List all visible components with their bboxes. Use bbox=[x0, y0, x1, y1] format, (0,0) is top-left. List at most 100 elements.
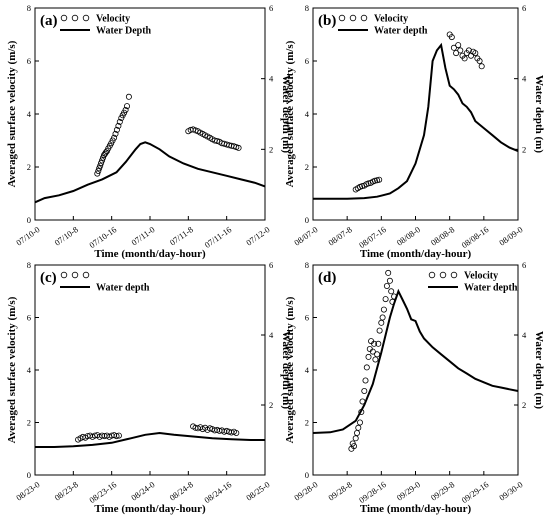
x-tick-label: 08/08-0 bbox=[395, 224, 422, 247]
y-tick-label: 4 bbox=[27, 365, 32, 375]
y-tick-label: 0 bbox=[305, 215, 309, 225]
y2-tick-label: 6 bbox=[522, 3, 526, 13]
y-tick-label: 6 bbox=[27, 56, 31, 66]
y-tick-label: 2 bbox=[27, 418, 31, 428]
velocity-point bbox=[369, 348, 376, 355]
y2-tick-label: 2 bbox=[522, 144, 526, 154]
legend-circle-symbol bbox=[71, 271, 79, 279]
y2-tick-label: 4 bbox=[269, 330, 274, 340]
plot-frame bbox=[34, 7, 266, 221]
y-tick-label: 6 bbox=[27, 313, 31, 323]
legend-circle-symbol bbox=[428, 271, 436, 279]
legend-label: Water Depth bbox=[96, 26, 152, 37]
y-tick-label: 0 bbox=[27, 470, 31, 480]
velocity-point bbox=[386, 277, 393, 284]
velocity-point bbox=[376, 176, 383, 183]
velocity-point bbox=[450, 44, 457, 51]
panel-label: (c) bbox=[40, 270, 57, 286]
velocity-point bbox=[116, 118, 123, 125]
velocity-point bbox=[361, 387, 368, 394]
velocity-point bbox=[388, 288, 395, 295]
x-tick-label: 09/29-0 bbox=[395, 479, 422, 502]
x-tick-label: 09/28-8 bbox=[326, 479, 353, 502]
x-tick-label: 08/24-8 bbox=[167, 479, 194, 502]
water-depth-line bbox=[313, 42, 519, 200]
velocity-point bbox=[94, 170, 101, 177]
velocity-point bbox=[113, 433, 120, 440]
velocity-point bbox=[125, 93, 132, 100]
x-tick-label: 08/24-16 bbox=[202, 479, 233, 505]
x-tick-label: 08/07-16 bbox=[357, 224, 388, 250]
x-tick-label: 09/28-0 bbox=[292, 479, 319, 502]
velocity-point bbox=[111, 134, 118, 141]
y-tick-label: 0 bbox=[305, 470, 309, 480]
y-axis-label: Averaged surface velocity (m/s) bbox=[6, 40, 18, 187]
velocity-point bbox=[374, 351, 381, 358]
panel-label: (b) bbox=[318, 13, 336, 29]
y2-tick-label: 6 bbox=[269, 3, 273, 13]
y2-axis-label: Water depth (m) bbox=[533, 75, 545, 153]
legend-label: Velocity bbox=[374, 14, 408, 25]
y-tick-label: 4 bbox=[27, 109, 32, 119]
velocity-point bbox=[124, 103, 131, 110]
legend-label: Water depth bbox=[464, 283, 518, 294]
velocity-point bbox=[113, 126, 120, 133]
velocity-point bbox=[380, 306, 387, 313]
velocity-point bbox=[378, 319, 385, 326]
y2-tick-label: 6 bbox=[522, 260, 526, 270]
velocity-point bbox=[226, 428, 233, 435]
velocity-point bbox=[379, 314, 386, 321]
y-tick-label: 2 bbox=[27, 162, 31, 172]
legend-label: Velocity bbox=[96, 14, 130, 25]
velocity-point bbox=[371, 177, 378, 184]
chart-panel-4: 0 2 4 6 8 2 4 6 09/28-0 09/28-8 09/28-16 09/29-0 09/… bbox=[284, 260, 545, 515]
x-tick-label: 08/07-8 bbox=[326, 224, 353, 247]
velocity-point bbox=[375, 340, 382, 347]
plot-frame bbox=[34, 264, 266, 476]
chart-panel-1: 0 2 4 6 8 2 4 6 07/10-0 07/10-8 07/10-16 07/11-0 07/… bbox=[6, 3, 292, 260]
y-tick-label: 8 bbox=[27, 260, 31, 270]
velocity-point bbox=[206, 425, 213, 432]
velocity-point bbox=[115, 122, 122, 129]
y2-axis-label: Water depth (m) bbox=[280, 75, 292, 153]
y2-axis-label: Water depth (m) bbox=[280, 331, 292, 409]
velocity-point bbox=[382, 296, 389, 303]
y2-tick-label: 2 bbox=[522, 400, 526, 410]
velocity-point bbox=[99, 157, 106, 164]
x-tick-label: 07/11-0 bbox=[129, 224, 156, 247]
velocity-point bbox=[355, 424, 362, 431]
x-tick-label: 08/07-0 bbox=[292, 224, 319, 247]
y-axis-label: Averaged surface velocity (m/s) bbox=[284, 296, 296, 443]
x-tick-label: 08/09-0 bbox=[497, 224, 524, 247]
x-tick-label: 07/11-8 bbox=[168, 224, 195, 247]
y-tick-label: 6 bbox=[305, 56, 309, 66]
y2-tick-label: 6 bbox=[269, 260, 273, 270]
velocity-point bbox=[352, 435, 359, 442]
y-axis-label: Averaged surface velocity (m/s) bbox=[6, 296, 18, 443]
velocity-point bbox=[353, 429, 360, 436]
plot-frame bbox=[312, 264, 519, 476]
y-tick-label: 4 bbox=[305, 365, 310, 375]
velocity-point bbox=[461, 55, 468, 62]
velocity-point bbox=[350, 443, 357, 450]
y2-tick-label: 2 bbox=[269, 400, 273, 410]
velocity-point bbox=[376, 327, 383, 334]
velocity-point bbox=[472, 50, 479, 57]
legend-circle-symbol bbox=[360, 14, 368, 22]
y-axis-label: Averaged surface velocity (m/s) bbox=[284, 40, 296, 187]
x-tick-label: 08/08-8 bbox=[429, 224, 456, 247]
velocity-point bbox=[365, 353, 372, 360]
legend-circle-symbol bbox=[71, 14, 79, 22]
velocity-point bbox=[371, 340, 378, 347]
x-axis-label: Time (month/day-hour) bbox=[94, 503, 206, 515]
legend-circle-symbol bbox=[60, 271, 68, 279]
velocity-point bbox=[383, 282, 390, 289]
y2-tick-label: 4 bbox=[522, 330, 527, 340]
velocity-point bbox=[448, 34, 455, 41]
legend-label: Velocity bbox=[464, 271, 498, 282]
x-tick-label: 08/23-8 bbox=[52, 479, 79, 502]
water-depth-line bbox=[35, 431, 265, 448]
velocity-point bbox=[356, 419, 363, 426]
y-tick-label: 8 bbox=[305, 3, 309, 13]
x-tick-label: 09/29-8 bbox=[429, 479, 456, 502]
